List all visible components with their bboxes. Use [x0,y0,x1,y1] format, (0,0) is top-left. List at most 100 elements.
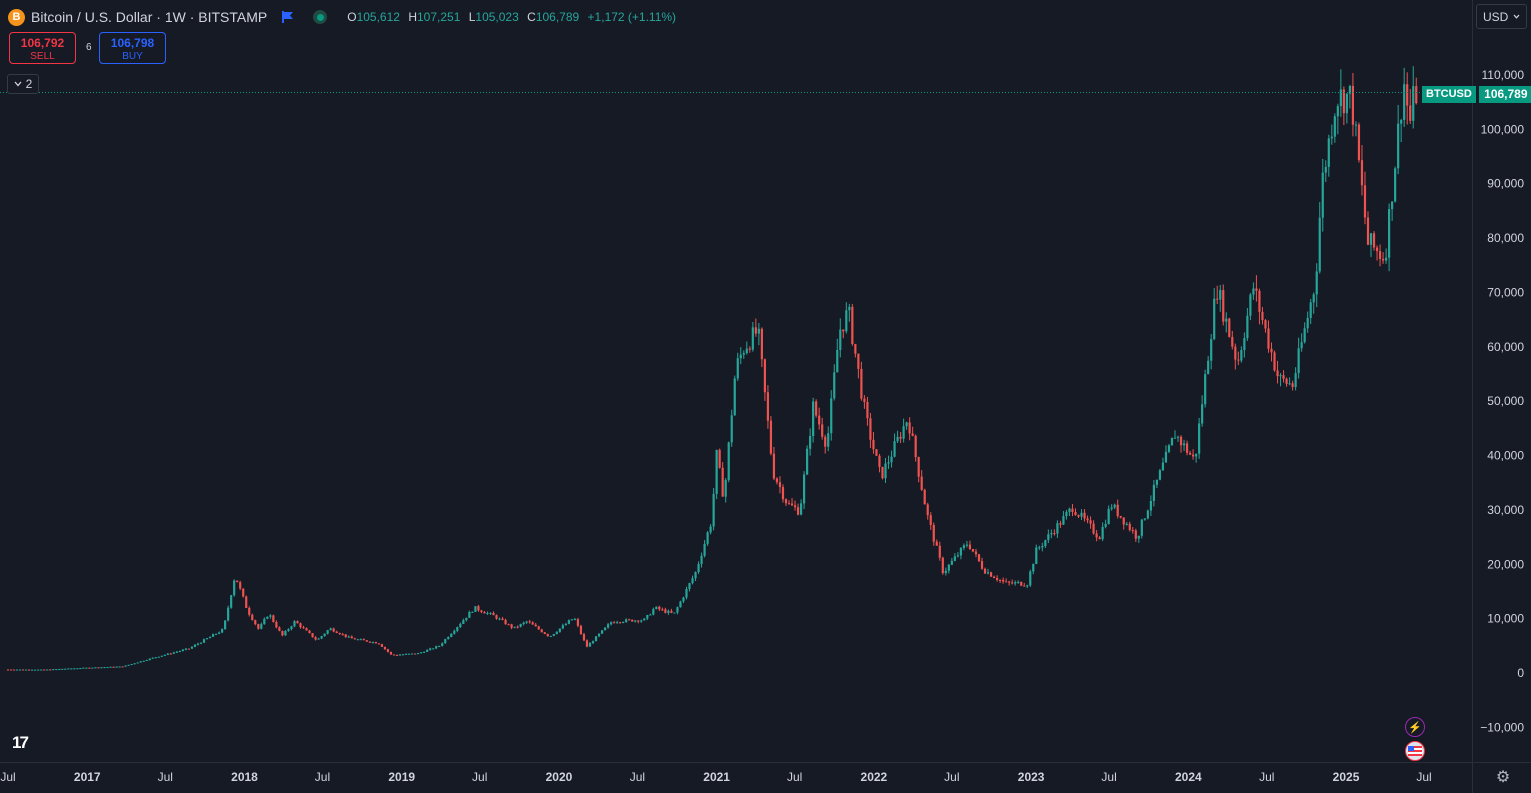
candle-body [775,478,779,483]
candle-body [329,628,332,631]
candle [302,625,305,629]
indicators-toggle-button[interactable]: 2 [7,74,39,94]
tradingview-logo-icon[interactable]: 17 [12,733,29,752]
candle [549,635,552,638]
candle-body [938,545,941,558]
candle [1363,171,1367,225]
x-tick-label: Jul [158,770,173,784]
candle [902,418,905,443]
candle [1128,521,1131,532]
candle-body [441,643,444,646]
candle-body [1330,136,1333,139]
candle-body [658,606,661,610]
candle [712,488,715,531]
candle [450,633,453,638]
candle [187,648,191,650]
candle [1005,578,1008,583]
candle-body [555,631,558,635]
candle [992,575,996,579]
candle [953,553,956,562]
currency-select[interactable]: USD [1476,4,1527,29]
candle [242,588,245,598]
candle [573,617,577,621]
candle [1201,395,1204,427]
candle-body [718,449,721,468]
candle [284,630,287,636]
candle [1397,104,1400,175]
candle-body [836,350,839,373]
candle [1213,288,1216,341]
candle-body [986,572,990,574]
symbol-legend[interactable]: B Bitcoin / U.S. Dollar · 1W · BITSTAMP … [8,7,681,27]
price-axis[interactable]: −10,000 0 10,000 20,000 30,000 40,000 50,000 60… [1480,68,1524,734]
candle [58,668,61,670]
candle-body [944,570,947,574]
candle [799,499,803,516]
candle-body [995,578,999,580]
time-axis[interactable]: Jul 2017 Jul 2018 Jul 2019 Jul 2020 Jul 2021 Jul 20… [0,770,1431,784]
candle [691,575,694,585]
candle [742,350,745,359]
candle [6,669,10,671]
candle [338,632,341,635]
candle-body [1053,533,1056,535]
candle [1351,72,1355,137]
candle-body [299,623,302,628]
market-status-icon[interactable] [313,10,328,24]
candle [1026,584,1029,589]
x-tick-label: Jul [1101,770,1116,784]
candle [1391,201,1394,221]
candle-body [214,633,218,635]
candle-body [1161,462,1165,471]
candle-body [347,636,350,638]
candle [1164,445,1168,463]
gear-icon[interactable]: ⚙ [1495,769,1511,786]
candle-body [1143,518,1146,520]
symbol-title[interactable]: Bitcoin / U.S. Dollar · 1W · BITSTAMP [31,9,268,25]
candle [1294,367,1297,391]
candle-body [371,642,374,644]
candle [272,614,275,623]
candle-body [317,638,320,640]
candle [392,654,396,656]
candle [715,449,718,500]
candle [1330,124,1333,145]
candle [597,633,601,638]
candle-body [172,652,175,654]
candle [763,358,766,401]
candle [495,614,498,620]
candle-body [236,580,239,583]
candle [471,611,474,613]
candle-body [857,353,860,369]
candle [986,568,990,575]
candle-body [567,620,570,624]
candle [260,622,263,630]
candle [1321,158,1324,232]
candle [1161,457,1165,471]
candle [727,441,730,483]
candle-body [401,654,405,656]
us-flag-icon[interactable] [1405,741,1425,761]
candle-body [1107,508,1110,525]
candle-body [827,433,830,447]
candle [1412,66,1415,129]
candle [477,604,480,612]
sell-button[interactable]: 106,792 SELL [9,32,76,64]
candle-body [221,629,224,633]
flag-icon[interactable] [281,10,295,24]
candle-body [1188,452,1192,455]
buy-button[interactable]: 106,798 BUY [99,32,166,64]
candle [739,347,742,365]
candle-body [1146,510,1149,519]
candle-body [242,588,245,597]
candle [423,651,426,653]
candle-body [893,441,896,457]
candle [616,620,619,624]
candle [70,668,73,670]
candle-body [181,649,184,651]
candle-body [326,630,329,634]
candle [528,619,531,624]
candle [52,669,55,671]
lightning-icon[interactable]: ⚡ [1405,717,1425,737]
